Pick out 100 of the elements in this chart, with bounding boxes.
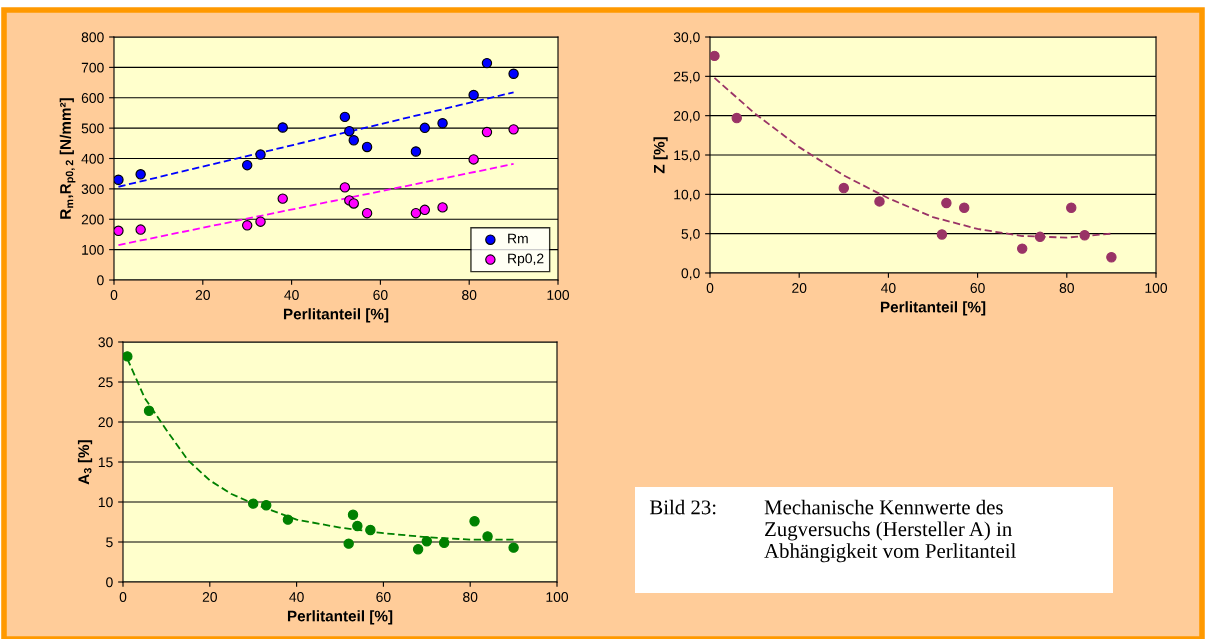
point — [508, 124, 519, 135]
x-tick-label: 100 — [546, 592, 569, 602]
x-tick-label: 80 — [462, 290, 477, 300]
point — [421, 535, 433, 547]
y-tick-label: 700 — [81, 62, 104, 73]
point — [277, 122, 288, 133]
x-tick-label: 40 — [881, 283, 896, 293]
point — [481, 126, 493, 138]
point — [347, 509, 359, 521]
point — [277, 193, 288, 204]
point — [419, 204, 431, 216]
point — [482, 531, 493, 542]
point — [143, 405, 155, 417]
y-tick-label: 25,0 — [673, 71, 700, 84]
y-tick-label: 20 — [98, 417, 113, 428]
point — [255, 149, 266, 160]
x-tick-label: 20 — [195, 290, 210, 300]
x-tick-label: 0 — [119, 592, 127, 602]
point — [247, 498, 259, 509]
point — [481, 57, 493, 69]
point — [135, 169, 146, 180]
y-tick-label: 0,0 — [681, 268, 700, 280]
y-axis-title: A$_{3}$ [%] — [77, 440, 93, 485]
point — [959, 202, 970, 213]
x-tick-label: 80 — [463, 592, 478, 602]
y-tick-label: 600 — [81, 93, 104, 103]
y-tick-label: 400 — [81, 153, 104, 164]
x-tick-label: 80 — [1059, 283, 1074, 293]
point — [437, 118, 448, 129]
point — [468, 154, 479, 165]
y-tick-label: 5,0 — [681, 229, 700, 241]
point — [339, 111, 351, 123]
point — [135, 224, 146, 235]
y-tick-label: 30,0 — [673, 32, 700, 44]
point — [255, 216, 266, 227]
y-axis-title: R$_{m}$,R$_{p0,2}$ [N/mm²] — [59, 98, 76, 219]
point — [261, 499, 272, 511]
y-tick-label: 20,0 — [673, 111, 700, 123]
y-tick-label: 100 — [82, 244, 104, 255]
point — [1034, 231, 1046, 243]
point — [361, 141, 373, 153]
point — [348, 135, 359, 146]
x-tick-label: 100 — [1145, 283, 1168, 293]
point — [508, 542, 519, 553]
point — [282, 514, 294, 525]
x-tick-label: 20 — [792, 283, 807, 293]
x-tick-label: 60 — [376, 592, 391, 602]
point — [365, 524, 376, 536]
y-tick-label: 800 — [81, 32, 104, 43]
legend-label: Rp0,2 — [508, 253, 544, 267]
legend-label: Rm — [508, 233, 528, 244]
y-tick-label: 5 — [106, 537, 113, 548]
y-tick-label: 25 — [98, 377, 113, 388]
x-tick-label: 60 — [970, 283, 985, 293]
point — [936, 229, 948, 240]
point — [838, 182, 850, 194]
point — [339, 182, 351, 193]
x-tick-label: 40 — [284, 290, 299, 300]
y-tick-label: 15,0 — [674, 150, 700, 162]
x-tick-label: 100 — [547, 290, 570, 300]
y-axis-title: Z [%] — [653, 137, 668, 174]
point — [241, 220, 253, 231]
point — [114, 174, 124, 185]
x-axis-title: Perlitanteil [%] — [283, 308, 389, 323]
x-tick-label: 0 — [706, 283, 714, 293]
point — [412, 543, 424, 555]
point — [344, 125, 355, 137]
x-axis-title: Perlitanteil [%] — [880, 301, 986, 316]
point — [410, 207, 422, 219]
point — [123, 351, 133, 362]
text: Bild 23: — [649, 499, 716, 515]
point — [508, 68, 519, 79]
y-tick-label: 300 — [81, 184, 104, 195]
text: Mechanische Kennwerte des Zugversuchs (Hersteller A) in Abhängigkeit vom Perlitanteil — [764, 499, 1016, 563]
line-series — [713, 77, 1113, 239]
point — [343, 538, 354, 549]
point — [437, 202, 448, 213]
point — [710, 50, 720, 62]
x-tick-label: 60 — [373, 290, 388, 300]
y-tick-label: 10,0 — [674, 189, 700, 202]
point — [419, 122, 431, 134]
x-tick-label: 40 — [289, 592, 304, 602]
point — [352, 520, 363, 532]
y-tick-label: 15 — [98, 457, 113, 468]
x-tick-label: 20 — [202, 592, 217, 602]
y-tick-label: 0 — [106, 577, 113, 588]
point — [874, 196, 885, 207]
point — [731, 112, 742, 124]
point — [468, 89, 479, 101]
point — [1079, 230, 1090, 241]
point — [348, 198, 359, 209]
y-tick-label: 0 — [97, 275, 104, 286]
x-axis-title: Perlitanteil [%] — [287, 610, 393, 625]
point — [410, 146, 422, 157]
y-tick-label: 10 — [98, 497, 113, 508]
y-tick-label: 500 — [81, 123, 104, 134]
point — [1066, 202, 1077, 213]
point — [438, 537, 450, 549]
point — [941, 197, 952, 209]
point — [114, 225, 124, 237]
